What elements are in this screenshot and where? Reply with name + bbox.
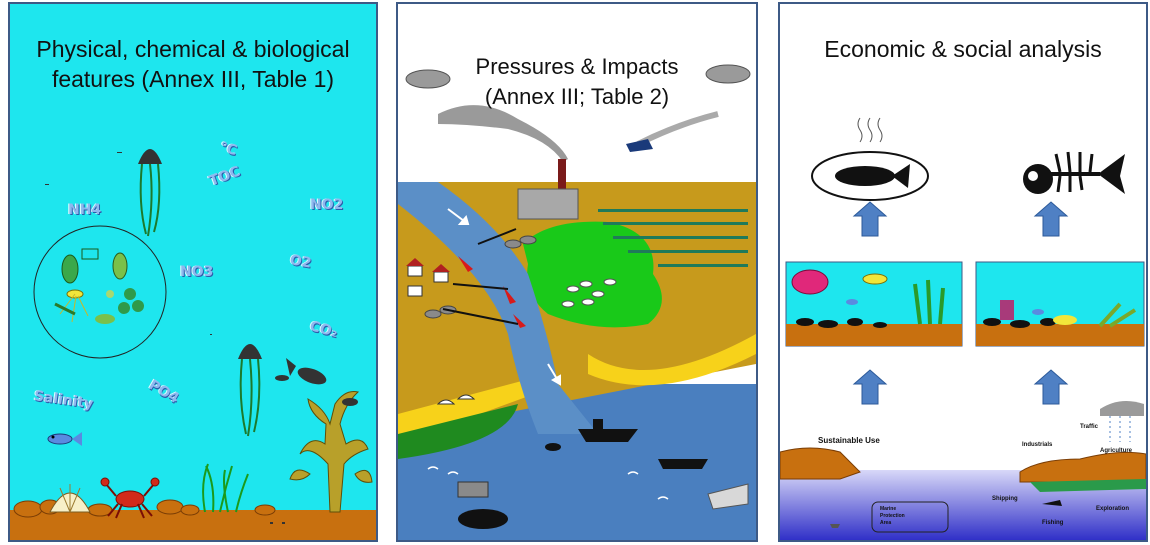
label-fishing: Fishing (1042, 520, 1064, 526)
boat-icon (830, 524, 840, 528)
outfall-pipe (707, 483, 749, 510)
rain (1109, 416, 1131, 442)
house-roofs (406, 258, 450, 272)
chimney (558, 159, 566, 209)
blue-fish-icon (47, 432, 82, 446)
beach-umbrellas (436, 394, 476, 405)
degraded-ecosystem-box (975, 261, 1145, 347)
cloud-icon (405, 64, 751, 89)
label-no3: NO3 (180, 264, 214, 280)
discharge-pipes (442, 228, 519, 325)
fishing-boat-icon (1042, 500, 1062, 506)
title-line: Economic & social analysis (824, 36, 1102, 62)
oil-slick (545, 443, 561, 451)
jellyfish-icon (238, 344, 262, 437)
mpa-line: Area (880, 520, 892, 526)
panel-pressures-impacts: Pressures & Impacts (Annex III; Table 2) (396, 2, 758, 542)
coastal-grass (398, 404, 518, 459)
healthy-ecosystem-box (785, 261, 963, 347)
jellyfish-icon (138, 149, 162, 237)
panel-economic-social: Economic & social analysis Sustainable U… (778, 2, 1148, 542)
label-sustainable-use: Sustainable Use (818, 436, 880, 445)
contrail (636, 111, 719, 147)
label-traffic: Traffic (1080, 424, 1099, 430)
label-mpa: Marine Protection Area (880, 506, 905, 527)
plankton-circle (33, 225, 167, 359)
mpa-line: Protection (880, 513, 905, 519)
mpa-box (871, 501, 949, 533)
panel2-illustration (398, 64, 756, 540)
crab-icon (100, 477, 160, 519)
title-line: Physical, chemical & biological (36, 36, 350, 62)
shell-icon (49, 484, 91, 513)
title-line: features (Annex III, Table 1) (51, 66, 335, 92)
factory-smoke (438, 105, 568, 162)
beach-right (588, 334, 756, 386)
fish-skeleton-icon (1023, 151, 1125, 194)
label-nh4: NH4 (68, 202, 102, 218)
label-industrials: Industrials (1022, 442, 1053, 448)
panel-physical-chemical-biological: Physical, chemical & biological features… (8, 2, 378, 542)
coast-right (1019, 451, 1146, 483)
waves (427, 466, 669, 500)
coast-left (780, 447, 861, 480)
title-line: Pressures & Impacts (475, 54, 679, 79)
rain-cloud-icon (1100, 400, 1144, 416)
river (398, 182, 598, 434)
coastal-vegetation (1030, 479, 1146, 492)
label-no2: NO2 (310, 197, 344, 213)
label-agriculture: Agriculture (1100, 448, 1133, 454)
label-shipping: Shipping (992, 496, 1018, 502)
brown-algae-icon (289, 391, 373, 513)
panel3-illustration (780, 117, 1146, 540)
title-line: (Annex III; Table 2) (484, 84, 670, 109)
fish-plate-icon (811, 117, 929, 201)
dark-fish-icon (275, 358, 358, 406)
platform-icon (457, 481, 489, 498)
crop-field (598, 209, 748, 267)
label-exploration: Exploration (1096, 506, 1130, 512)
livestock (561, 278, 617, 308)
airplane-icon (626, 139, 653, 152)
panel2-title: Pressures & Impacts (Annex III; Table 2) (398, 52, 756, 112)
dots (45, 152, 285, 524)
panel1-illustration (10, 149, 376, 540)
up-arrow-icon (852, 201, 1069, 405)
mpa-line: Marine (880, 506, 897, 512)
panel1-title: Physical, chemical & biological features… (10, 34, 376, 94)
ship-icon (578, 419, 708, 469)
seagrass-icon (202, 463, 249, 513)
factory (517, 188, 579, 220)
panel3-title: Economic & social analysis (780, 34, 1146, 64)
oil-slick (458, 509, 508, 529)
flow-arrows (447, 208, 561, 386)
farm-field (523, 221, 662, 328)
pollution-streaks (458, 256, 526, 328)
